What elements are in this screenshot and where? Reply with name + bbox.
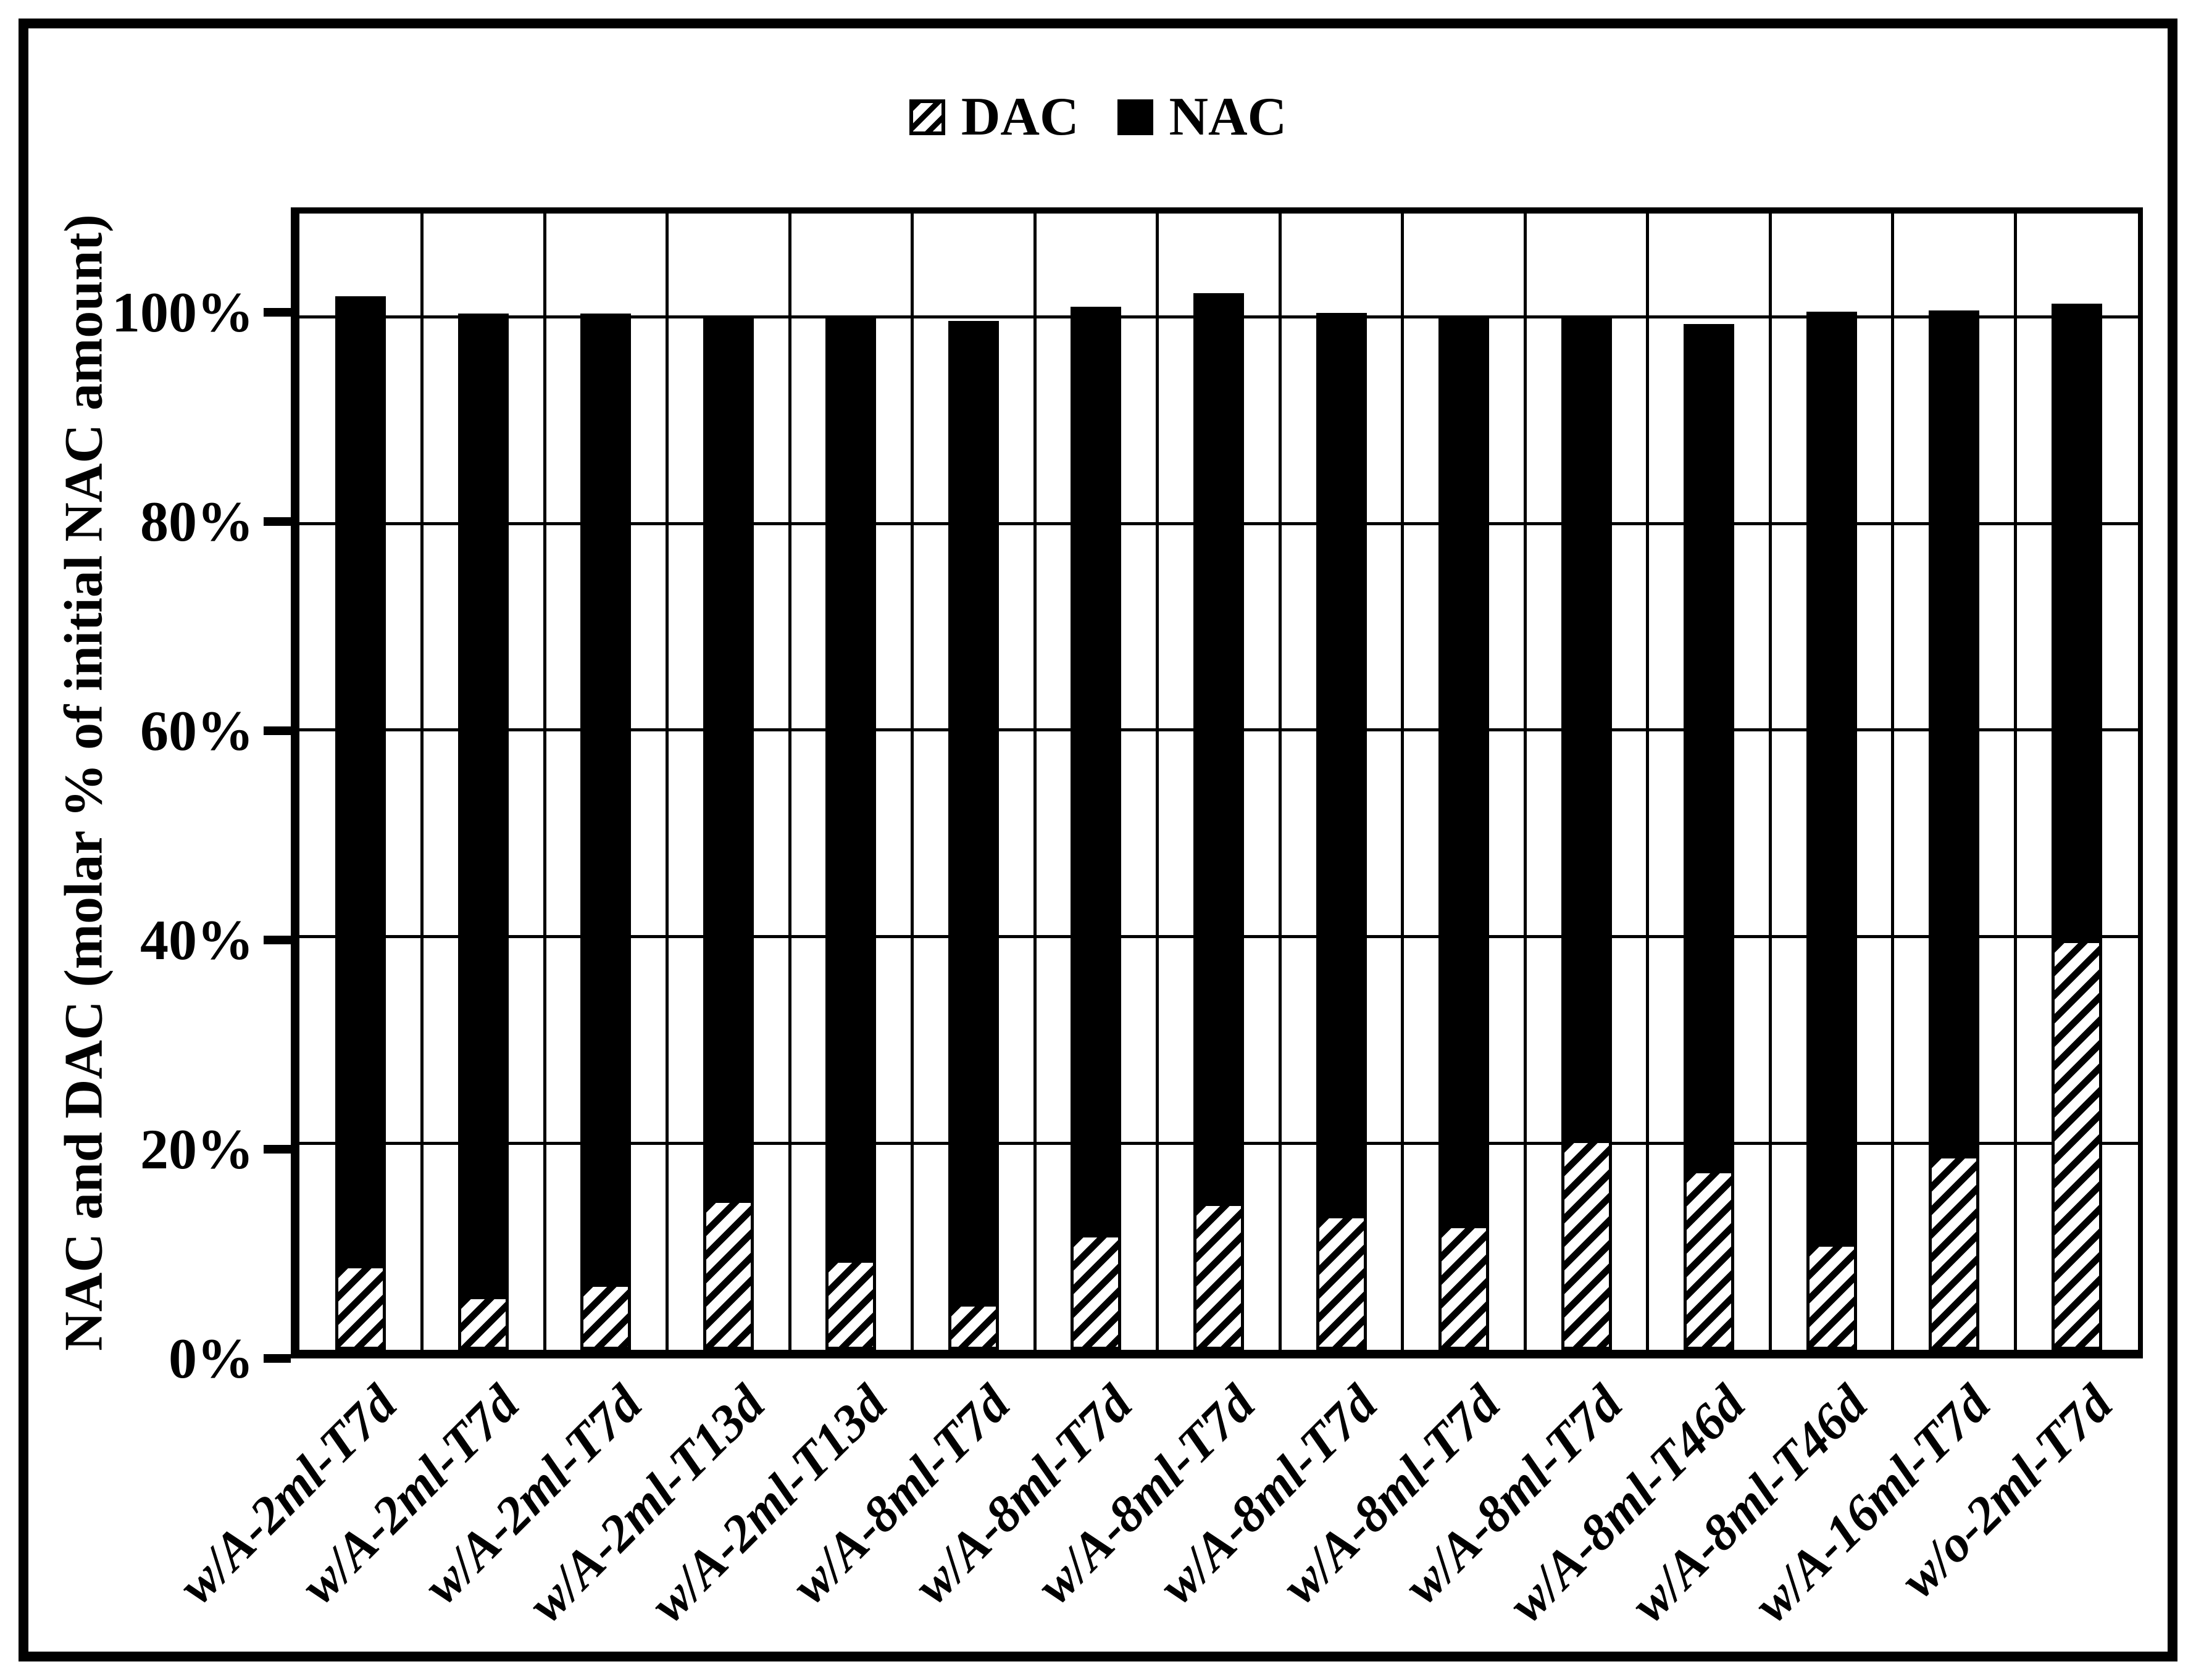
- bar-segment-nac-5: [825, 315, 877, 1260]
- bar-segment-dac-2: [457, 1295, 509, 1350]
- bar-segment-dac-3: [580, 1283, 632, 1350]
- bar-5: [790, 214, 912, 1350]
- bar-segment-dac-4: [703, 1200, 754, 1350]
- y-tick-mark-60%: [264, 726, 291, 735]
- legend-item-dac: DAC: [909, 90, 1079, 144]
- bar-segment-dac-1: [335, 1265, 386, 1350]
- nac-solid-swatch-icon: [1117, 99, 1153, 135]
- category-separator-line: [1033, 214, 1037, 1350]
- category-separator-line: [1891, 214, 1895, 1350]
- bar-segment-dac-6: [948, 1303, 999, 1350]
- bar-6: [912, 214, 1035, 1350]
- category-separator-line: [1401, 214, 1405, 1350]
- bar-4: [667, 214, 790, 1350]
- category-separator-line: [788, 214, 791, 1350]
- category-separator-line: [1768, 214, 1772, 1350]
- category-separator-line: [1156, 214, 1159, 1350]
- bar-segment-dac-10: [1438, 1225, 1490, 1350]
- category-separator-line: [543, 214, 546, 1350]
- y-tick-mark-100%: [264, 307, 291, 317]
- bar-11: [1525, 214, 1648, 1350]
- bar-segment-dac-13: [1806, 1243, 1857, 1350]
- bar-1: [299, 214, 422, 1350]
- bar-segment-dac-12: [1684, 1170, 1735, 1350]
- plot-area: [291, 207, 2143, 1358]
- bar-segment-dac-9: [1316, 1215, 1367, 1350]
- bar-9: [1280, 214, 1403, 1350]
- bar-segment-nac-8: [1193, 293, 1244, 1204]
- category-separator-line: [1278, 214, 1282, 1350]
- y-tick-mark-0%: [264, 1354, 291, 1363]
- y-tick-label-0%: 0%: [169, 1327, 254, 1390]
- bar-segment-nac-6: [948, 321, 999, 1304]
- bar-8: [1158, 214, 1280, 1350]
- figure-frame: DAC NAC NAC and DAC (molar % of initial …: [19, 19, 2177, 1661]
- y-tick-label-40%: 40%: [140, 908, 254, 971]
- bar-segment-nac-1: [335, 296, 386, 1265]
- category-separator-line: [666, 214, 669, 1350]
- bar-segment-dac-5: [825, 1260, 877, 1350]
- bar-3: [545, 214, 667, 1350]
- bar-segment-nac-13: [1806, 312, 1857, 1244]
- bar-7: [1035, 214, 1158, 1350]
- bar-segment-dac-11: [1561, 1140, 1612, 1350]
- bar-segment-dac-15: [2051, 939, 2102, 1350]
- bar-segment-nac-15: [2051, 303, 2102, 940]
- y-tick-mark-80%: [264, 517, 291, 526]
- dac-hatch-swatch-icon: [909, 99, 945, 135]
- bar-segment-nac-3: [580, 314, 632, 1284]
- bar-segment-nac-9: [1316, 312, 1367, 1216]
- legend-label-nac: NAC: [1169, 87, 1287, 147]
- y-axis-ticks: 0% 20% 40% 60% 80% 100%: [28, 207, 291, 1387]
- category-separator-line: [1523, 214, 1527, 1350]
- legend-item-nac: NAC: [1117, 90, 1287, 144]
- legend-label-dac: DAC: [961, 87, 1079, 147]
- bar-12: [1648, 214, 1771, 1350]
- bar-segment-nac-10: [1438, 317, 1490, 1225]
- x-axis-labels: w/A-2ml-T7d w/A-2ml-T7d w/A-2ml-T7d w/A-2ml…: [167, 1374, 2138, 1680]
- bar-segment-nac-11: [1561, 317, 1612, 1141]
- y-tick-label-80%: 80%: [140, 489, 254, 553]
- legend: DAC NAC: [28, 90, 2168, 144]
- category-separator-line: [1646, 214, 1650, 1350]
- y-tick-label-60%: 60%: [140, 699, 254, 762]
- y-tick-mark-20%: [264, 1144, 291, 1154]
- category-separator-line: [420, 214, 424, 1350]
- bar-segment-nac-7: [1071, 306, 1122, 1234]
- y-tick-mark-40%: [264, 935, 291, 944]
- bar-segment-nac-12: [1684, 324, 1735, 1170]
- category-separator-line: [2013, 214, 2017, 1350]
- bar-segment-dac-7: [1071, 1234, 1122, 1350]
- bar-segment-nac-4: [703, 317, 754, 1200]
- bar-13: [1770, 214, 1893, 1350]
- category-separator-line: [911, 214, 914, 1350]
- bar-14: [1893, 214, 2016, 1350]
- bar-segment-dac-14: [1929, 1155, 1980, 1350]
- bar-15: [2015, 214, 2138, 1350]
- bar-segment-nac-2: [457, 314, 509, 1296]
- bar-2: [422, 214, 545, 1350]
- bar-segment-nac-14: [1929, 310, 1980, 1156]
- bar-segment-dac-8: [1193, 1203, 1244, 1350]
- y-tick-label-100%: 100%: [112, 280, 254, 344]
- y-tick-label-20%: 20%: [140, 1117, 254, 1181]
- bar-10: [1403, 214, 1526, 1350]
